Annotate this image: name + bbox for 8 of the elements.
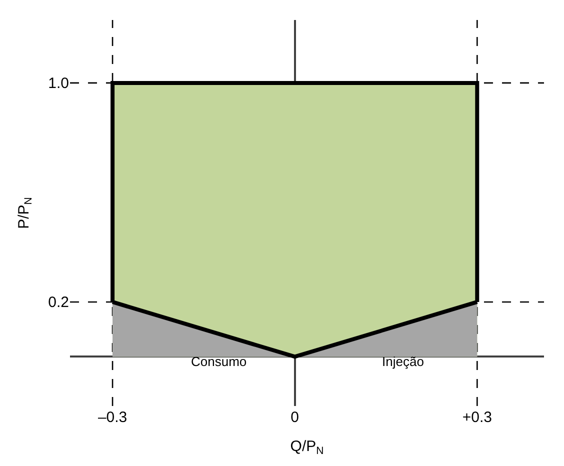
x-tick-label: +0.3 [462,409,492,426]
x-axis-title: Q/P$_{N}$ [290,438,324,458]
y-tick-label: 0.2 [48,294,69,312]
annotation: Consumo [191,354,247,369]
x-tick-label: 0 [290,409,300,426]
annotation: Injeção [382,354,424,369]
x-tick-label: –0.3 [98,409,128,426]
y-tick-label: 1.0 [48,75,69,92]
